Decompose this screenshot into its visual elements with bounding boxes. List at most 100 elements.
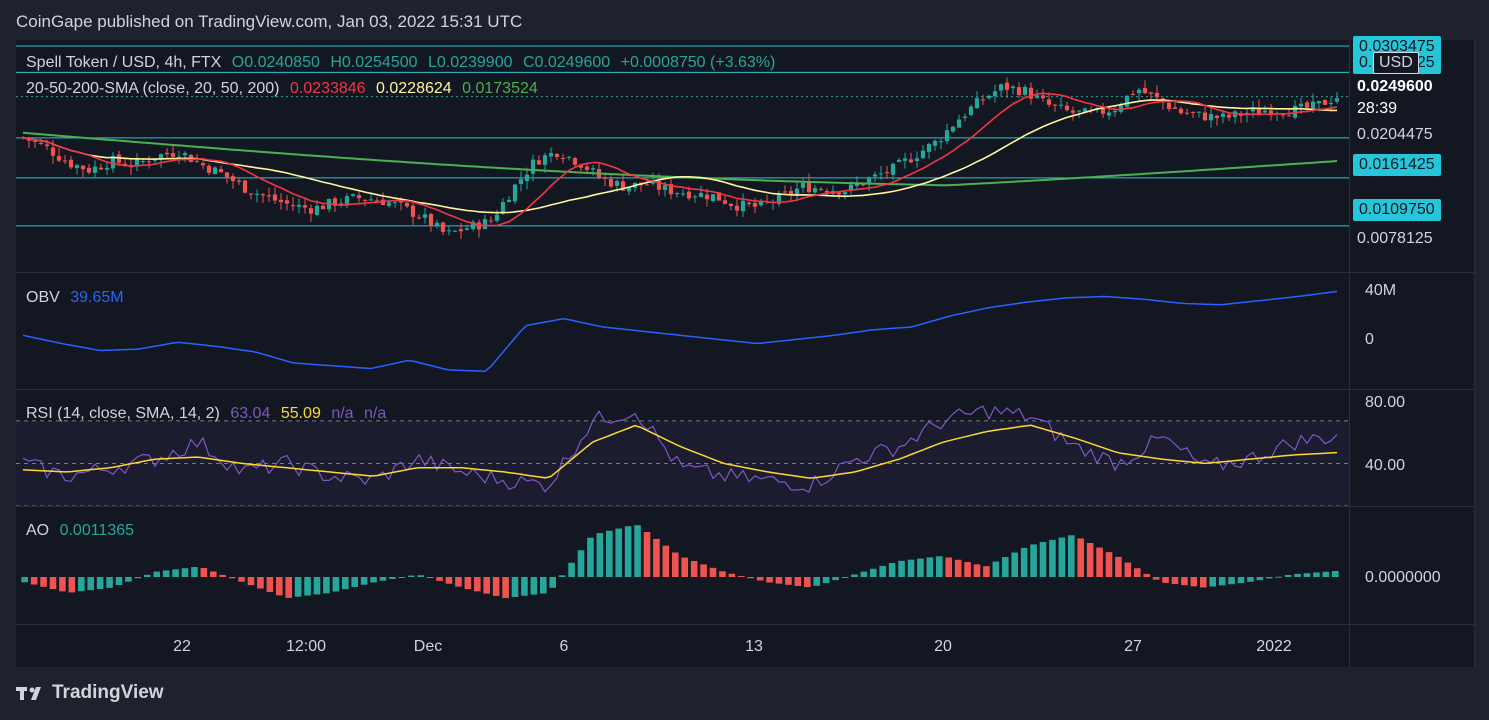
candle-body: [230, 176, 236, 182]
ao-bar: [1256, 577, 1264, 581]
candle-body: [1016, 87, 1022, 96]
candle-body: [548, 153, 554, 157]
candle-body: [458, 229, 464, 232]
candle-body: [1052, 104, 1058, 106]
candle-body: [998, 84, 1004, 91]
x-tick-22: 22: [173, 638, 191, 655]
pane-divider-ao[interactable]: [16, 506, 1474, 507]
ao-bar: [1152, 577, 1160, 580]
candle-body: [74, 165, 80, 168]
ao-bar: [228, 577, 236, 579]
candle-body: [452, 230, 458, 232]
candle-body: [1244, 112, 1250, 115]
candle-body: [446, 230, 452, 232]
x-tick-dec: Dec: [413, 638, 443, 655]
candle-body: [110, 155, 116, 169]
x-tick-6: 6: [559, 638, 569, 655]
ao-bar: [917, 558, 924, 577]
sma20-value: 0.0233846: [289, 80, 366, 97]
ao-bar: [1171, 577, 1179, 585]
ao-bar: [304, 577, 311, 596]
ao-bar: [1001, 557, 1009, 577]
ao-bar: [756, 577, 764, 581]
candle-body: [86, 167, 92, 173]
ao-bar: [1228, 577, 1235, 585]
candle-body: [224, 172, 230, 178]
ao-bar: [945, 557, 953, 577]
candle-body: [1070, 110, 1076, 113]
chart-canvas[interactable]: [16, 40, 1474, 667]
ao-bar: [634, 525, 641, 577]
candle-body: [1262, 110, 1268, 113]
tradingview-logo-icon: [16, 687, 41, 700]
ao-bar: [1275, 576, 1283, 578]
candle-body: [50, 147, 56, 156]
ao-bar: [785, 577, 792, 585]
tradingview-logo[interactable]: TradingView: [16, 682, 164, 704]
ao-bar: [568, 562, 575, 577]
ao-bar: [558, 575, 566, 577]
candle-body: [668, 184, 674, 195]
candle-body: [752, 203, 758, 207]
candle-body: [404, 202, 410, 207]
obv-tick-40m: 40M: [1365, 282, 1397, 299]
candle-body: [164, 152, 170, 155]
ao-bar: [285, 577, 293, 598]
ao-bar: [775, 577, 783, 584]
pane-divider-rsi[interactable]: [16, 389, 1474, 390]
candle-body: [536, 160, 542, 165]
candle-body: [1268, 110, 1274, 116]
obv-label[interactable]: OBV: [26, 289, 60, 306]
symbol-label[interactable]: Spell Token / USD, 4h, FTX: [26, 54, 222, 71]
ao-bar: [860, 571, 868, 577]
candle-body: [350, 194, 356, 196]
ohlc-low: L0.0239900: [427, 54, 513, 71]
candle-body: [722, 200, 728, 204]
candle-body: [872, 174, 878, 177]
rsi-line: [22, 405, 1338, 493]
ao-bar: [275, 577, 283, 596]
ao-label[interactable]: AO: [26, 522, 50, 539]
chart-frame[interactable]: Spell Token / USD, 4h, FTX O0.0240850 H0…: [16, 36, 1475, 667]
candle-body: [842, 192, 848, 195]
ao-bar: [1086, 543, 1094, 577]
level-box-0109750: 0.0109750: [1353, 199, 1441, 221]
sma-label[interactable]: 20-50-200-SMA (close, 20, 50, 200): [26, 80, 280, 97]
ao-bar: [351, 577, 359, 587]
currency-button[interactable]: USD: [1373, 52, 1419, 74]
candle-body: [290, 205, 296, 207]
candle-body: [266, 195, 272, 197]
obv-value: 39.65M: [70, 289, 124, 306]
candle-body: [296, 204, 302, 207]
ao-bar: [209, 571, 217, 577]
candle-body: [194, 160, 200, 162]
candle-body: [620, 181, 626, 191]
ao-bar: [1284, 574, 1292, 577]
publisher-header: CoinGape published on TradingView.com, J…: [16, 12, 523, 31]
candle-body: [1022, 86, 1028, 95]
rsi-label[interactable]: RSI (14, close, SMA, 14, 2): [26, 405, 220, 422]
ao-bar: [653, 538, 660, 577]
price-change: +0.0008750 (+3.63%): [620, 54, 776, 71]
candle-body: [542, 155, 548, 165]
candle-body: [308, 208, 314, 214]
pane-divider-obv[interactable]: [16, 272, 1474, 273]
candle-body: [956, 119, 962, 128]
ao-bar: [502, 577, 509, 599]
ao-bar: [1133, 568, 1141, 577]
ao-bar: [747, 577, 755, 579]
ao-bar: [1181, 577, 1188, 586]
candle-body: [1220, 113, 1226, 117]
candle-body: [1076, 110, 1082, 112]
ao-bar: [473, 577, 481, 592]
candle-body: [1166, 102, 1172, 109]
ao-bar: [398, 577, 406, 578]
sma200-value: 0.0173524: [462, 80, 538, 97]
price-axis-separator: [1349, 40, 1350, 667]
ao-bar: [737, 575, 745, 577]
rsi-na-2: n/a: [364, 405, 387, 422]
candle-body: [236, 180, 242, 182]
ao-bar: [587, 537, 594, 577]
candle-body: [572, 158, 578, 165]
candle-body: [152, 159, 158, 161]
